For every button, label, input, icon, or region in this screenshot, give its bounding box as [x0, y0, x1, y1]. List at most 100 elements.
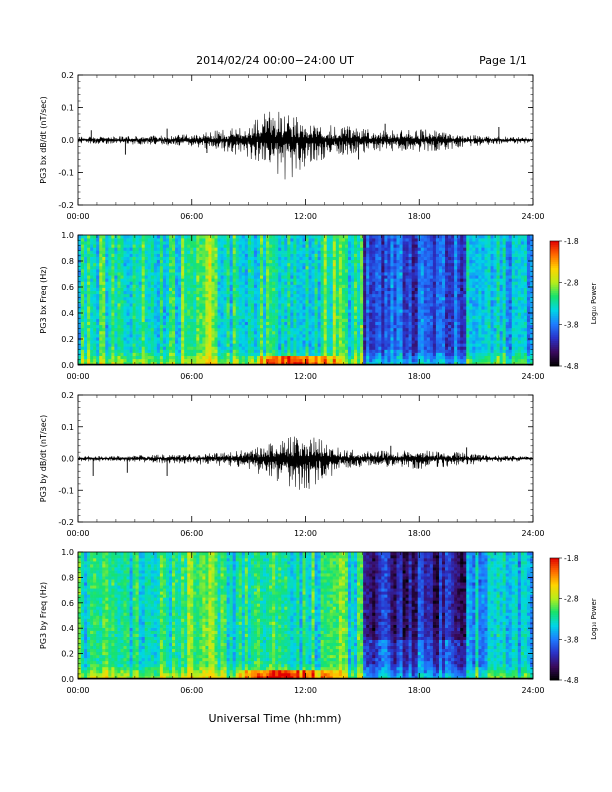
spectrogram-cell [244, 346, 249, 350]
spectrogram-cell [399, 241, 403, 245]
spectrogram-cell [93, 303, 97, 307]
spectrogram-cell [344, 247, 349, 251]
spectrogram-cell [344, 275, 349, 279]
spectrogram-cell [175, 303, 179, 307]
spectrogram-cell [396, 343, 400, 347]
spectrogram-cell [354, 253, 358, 257]
spectrogram-cell [220, 300, 224, 304]
spectrogram-cell [384, 238, 388, 242]
spectrogram-cell [187, 334, 191, 338]
spectrogram-cell [335, 281, 340, 285]
spectrogram-cell [393, 300, 397, 304]
spectrogram-cell [117, 327, 121, 332]
spectrogram-cell [202, 300, 206, 304]
spectrogram-cell [426, 259, 431, 264]
spectrogram-cell [172, 337, 176, 341]
spectrogram-cell [314, 250, 318, 254]
spectrogram-cell [393, 327, 397, 332]
spectrogram-cell [357, 287, 361, 292]
spectrogram-cell [250, 327, 255, 332]
spectrogram-cell [405, 265, 409, 270]
spectrogram-cell [369, 247, 373, 251]
spectrogram-cell [211, 269, 215, 273]
spectrogram-cell [278, 247, 282, 251]
spectrogram-cell [184, 352, 188, 357]
spectrogram-cell [84, 256, 88, 261]
spectrogram-cell [272, 303, 276, 307]
spectrogram-cell [278, 296, 282, 301]
spectrogram-cell [220, 340, 224, 344]
spectrogram-cell [326, 300, 331, 304]
spectrogram-cell [426, 334, 431, 338]
spectrogram-cell [202, 247, 206, 251]
spectrogram-cell [278, 334, 282, 338]
spectrogram-cell [390, 312, 394, 316]
spectrogram-cell [87, 262, 91, 267]
spectrogram-cell [120, 355, 124, 360]
y-axis-label: PG3 bx dB/dt (nT/sec) [39, 96, 48, 183]
spectrogram-cell [202, 358, 206, 363]
spectrogram-cell [402, 265, 406, 270]
spectrogram-cell [229, 355, 233, 360]
spectrogram-cell [287, 330, 291, 335]
spectrogram-cell [411, 330, 415, 335]
spectrogram-cell [84, 241, 88, 245]
spectrogram-cell [384, 352, 388, 357]
spectrogram-cell [141, 324, 146, 329]
spectrogram-cell [190, 272, 194, 276]
spectrogram-cell [223, 290, 227, 295]
spectrogram-cell [244, 337, 249, 341]
spectrogram-cell [323, 312, 328, 316]
spectrogram-cell [169, 244, 173, 248]
spectrogram-cell [378, 293, 382, 298]
spectrogram-cell [308, 340, 312, 344]
spectrogram-cell [384, 312, 388, 316]
spectrogram-cell [260, 343, 264, 347]
spectrogram-cell [199, 278, 203, 282]
spectrogram-cell [102, 278, 106, 282]
spectrogram-cell [402, 355, 406, 360]
spectrogram-cell [87, 256, 91, 261]
spectrogram-cell [87, 244, 91, 248]
spectrogram-cell [314, 269, 318, 273]
spectrogram-cell [147, 321, 152, 326]
spectrogram-cell [202, 238, 206, 242]
spectrogram-cell [141, 250, 146, 254]
spectrogram-cell [263, 272, 267, 276]
spectrogram-cell [129, 235, 133, 239]
spectrogram-cell [399, 278, 403, 282]
spectrogram-cell [326, 321, 331, 326]
spectrogram-cell [147, 238, 152, 242]
spectrogram-cell [275, 278, 279, 282]
spectrogram-cell [363, 250, 367, 254]
spectrogram-cell [196, 309, 200, 313]
spectrogram-cell [217, 340, 221, 344]
spectrogram-cell [172, 284, 176, 288]
spectrogram-cell [369, 330, 373, 335]
spectrogram-cell [420, 315, 425, 319]
spectrogram-cell [181, 253, 185, 257]
spectrogram-cell [384, 358, 388, 363]
spectrogram-cell [117, 293, 121, 298]
spectrogram-cell [260, 303, 264, 307]
spectrogram-cell [414, 318, 419, 322]
spectrogram-cell [126, 330, 130, 335]
spectrogram-cell [235, 244, 240, 248]
spectrogram-cell [123, 275, 127, 279]
spectrogram-cell [341, 352, 346, 357]
spectrogram-cell [235, 334, 240, 338]
spectrogram-cell [84, 358, 88, 363]
spectrogram-cell [281, 300, 285, 304]
spectrogram-cell [308, 321, 312, 326]
spectrogram-cell [381, 250, 385, 254]
spectrogram-cell [399, 287, 403, 292]
spectrogram-cell [335, 235, 340, 239]
spectrogram-cell [405, 306, 409, 310]
spectrogram-cell [181, 349, 185, 353]
spectrogram-cell [178, 321, 182, 326]
spectrogram-cell [129, 352, 133, 357]
spectrogram-cell [387, 355, 391, 360]
spectrogram-cell [296, 337, 300, 341]
spectrogram-cell [250, 253, 255, 257]
